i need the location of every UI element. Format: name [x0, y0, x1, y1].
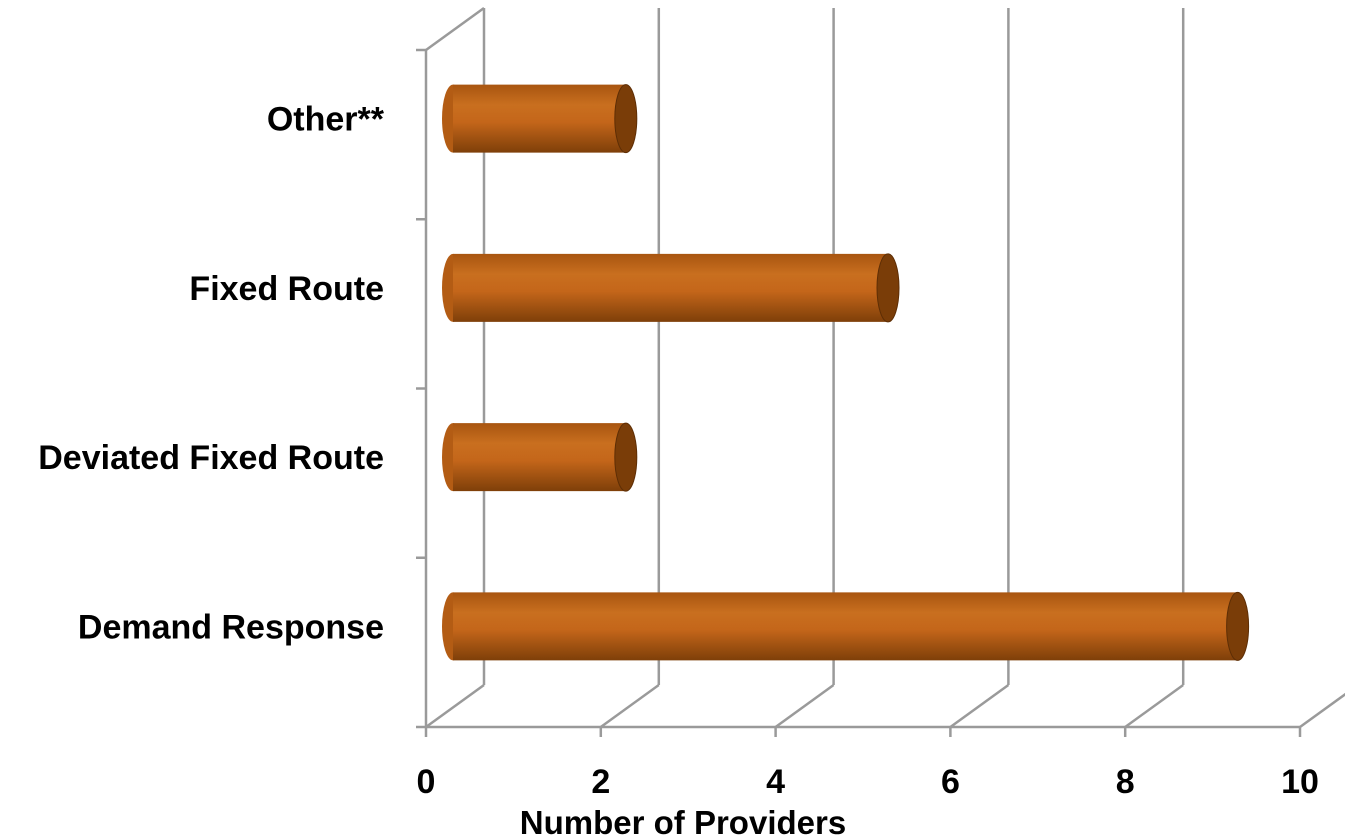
floor-line-10	[1299, 692, 1345, 729]
floor-line-8	[1124, 683, 1184, 729]
category-labels: Demand Response Deviated Fixed Route Fixed…	[38, 101, 385, 647]
x-tick-label: 2	[591, 763, 610, 801]
category-label: Fixed Route	[189, 270, 384, 308]
category-label: Deviated Fixed Route	[38, 439, 384, 477]
floor-line-4	[774, 683, 835, 729]
x-tick-label: 6	[941, 763, 960, 801]
category-label: Demand Response	[78, 608, 384, 646]
bar-body	[453, 253, 888, 322]
bar-end-cap	[876, 253, 900, 323]
bar-body	[453, 423, 626, 492]
x-tick-label: 8	[1116, 763, 1135, 801]
floor-line-0	[425, 683, 485, 729]
bar-end-cap	[614, 84, 638, 154]
x-tick-labels: 0 2 4 6 8 10	[417, 763, 1319, 801]
bars	[442, 84, 1250, 661]
bar	[442, 84, 638, 154]
floor-line-2	[600, 683, 660, 729]
bar-end-cap	[614, 422, 638, 492]
x-axis-title: Number of Providers	[520, 804, 846, 839]
bar-body	[453, 592, 1238, 661]
bar-body	[453, 84, 626, 153]
bar	[442, 591, 1250, 661]
x-tick-label: 4	[766, 763, 785, 801]
bar	[442, 253, 900, 323]
x-tick-label: 10	[1281, 763, 1319, 801]
floor-line-6	[949, 683, 1010, 729]
bar	[442, 422, 638, 492]
x-tick-label: 0	[417, 763, 436, 801]
bar-end-cap	[1226, 591, 1250, 661]
category-label: Other**	[267, 101, 385, 139]
left-wall-top-edge	[425, 6, 485, 52]
